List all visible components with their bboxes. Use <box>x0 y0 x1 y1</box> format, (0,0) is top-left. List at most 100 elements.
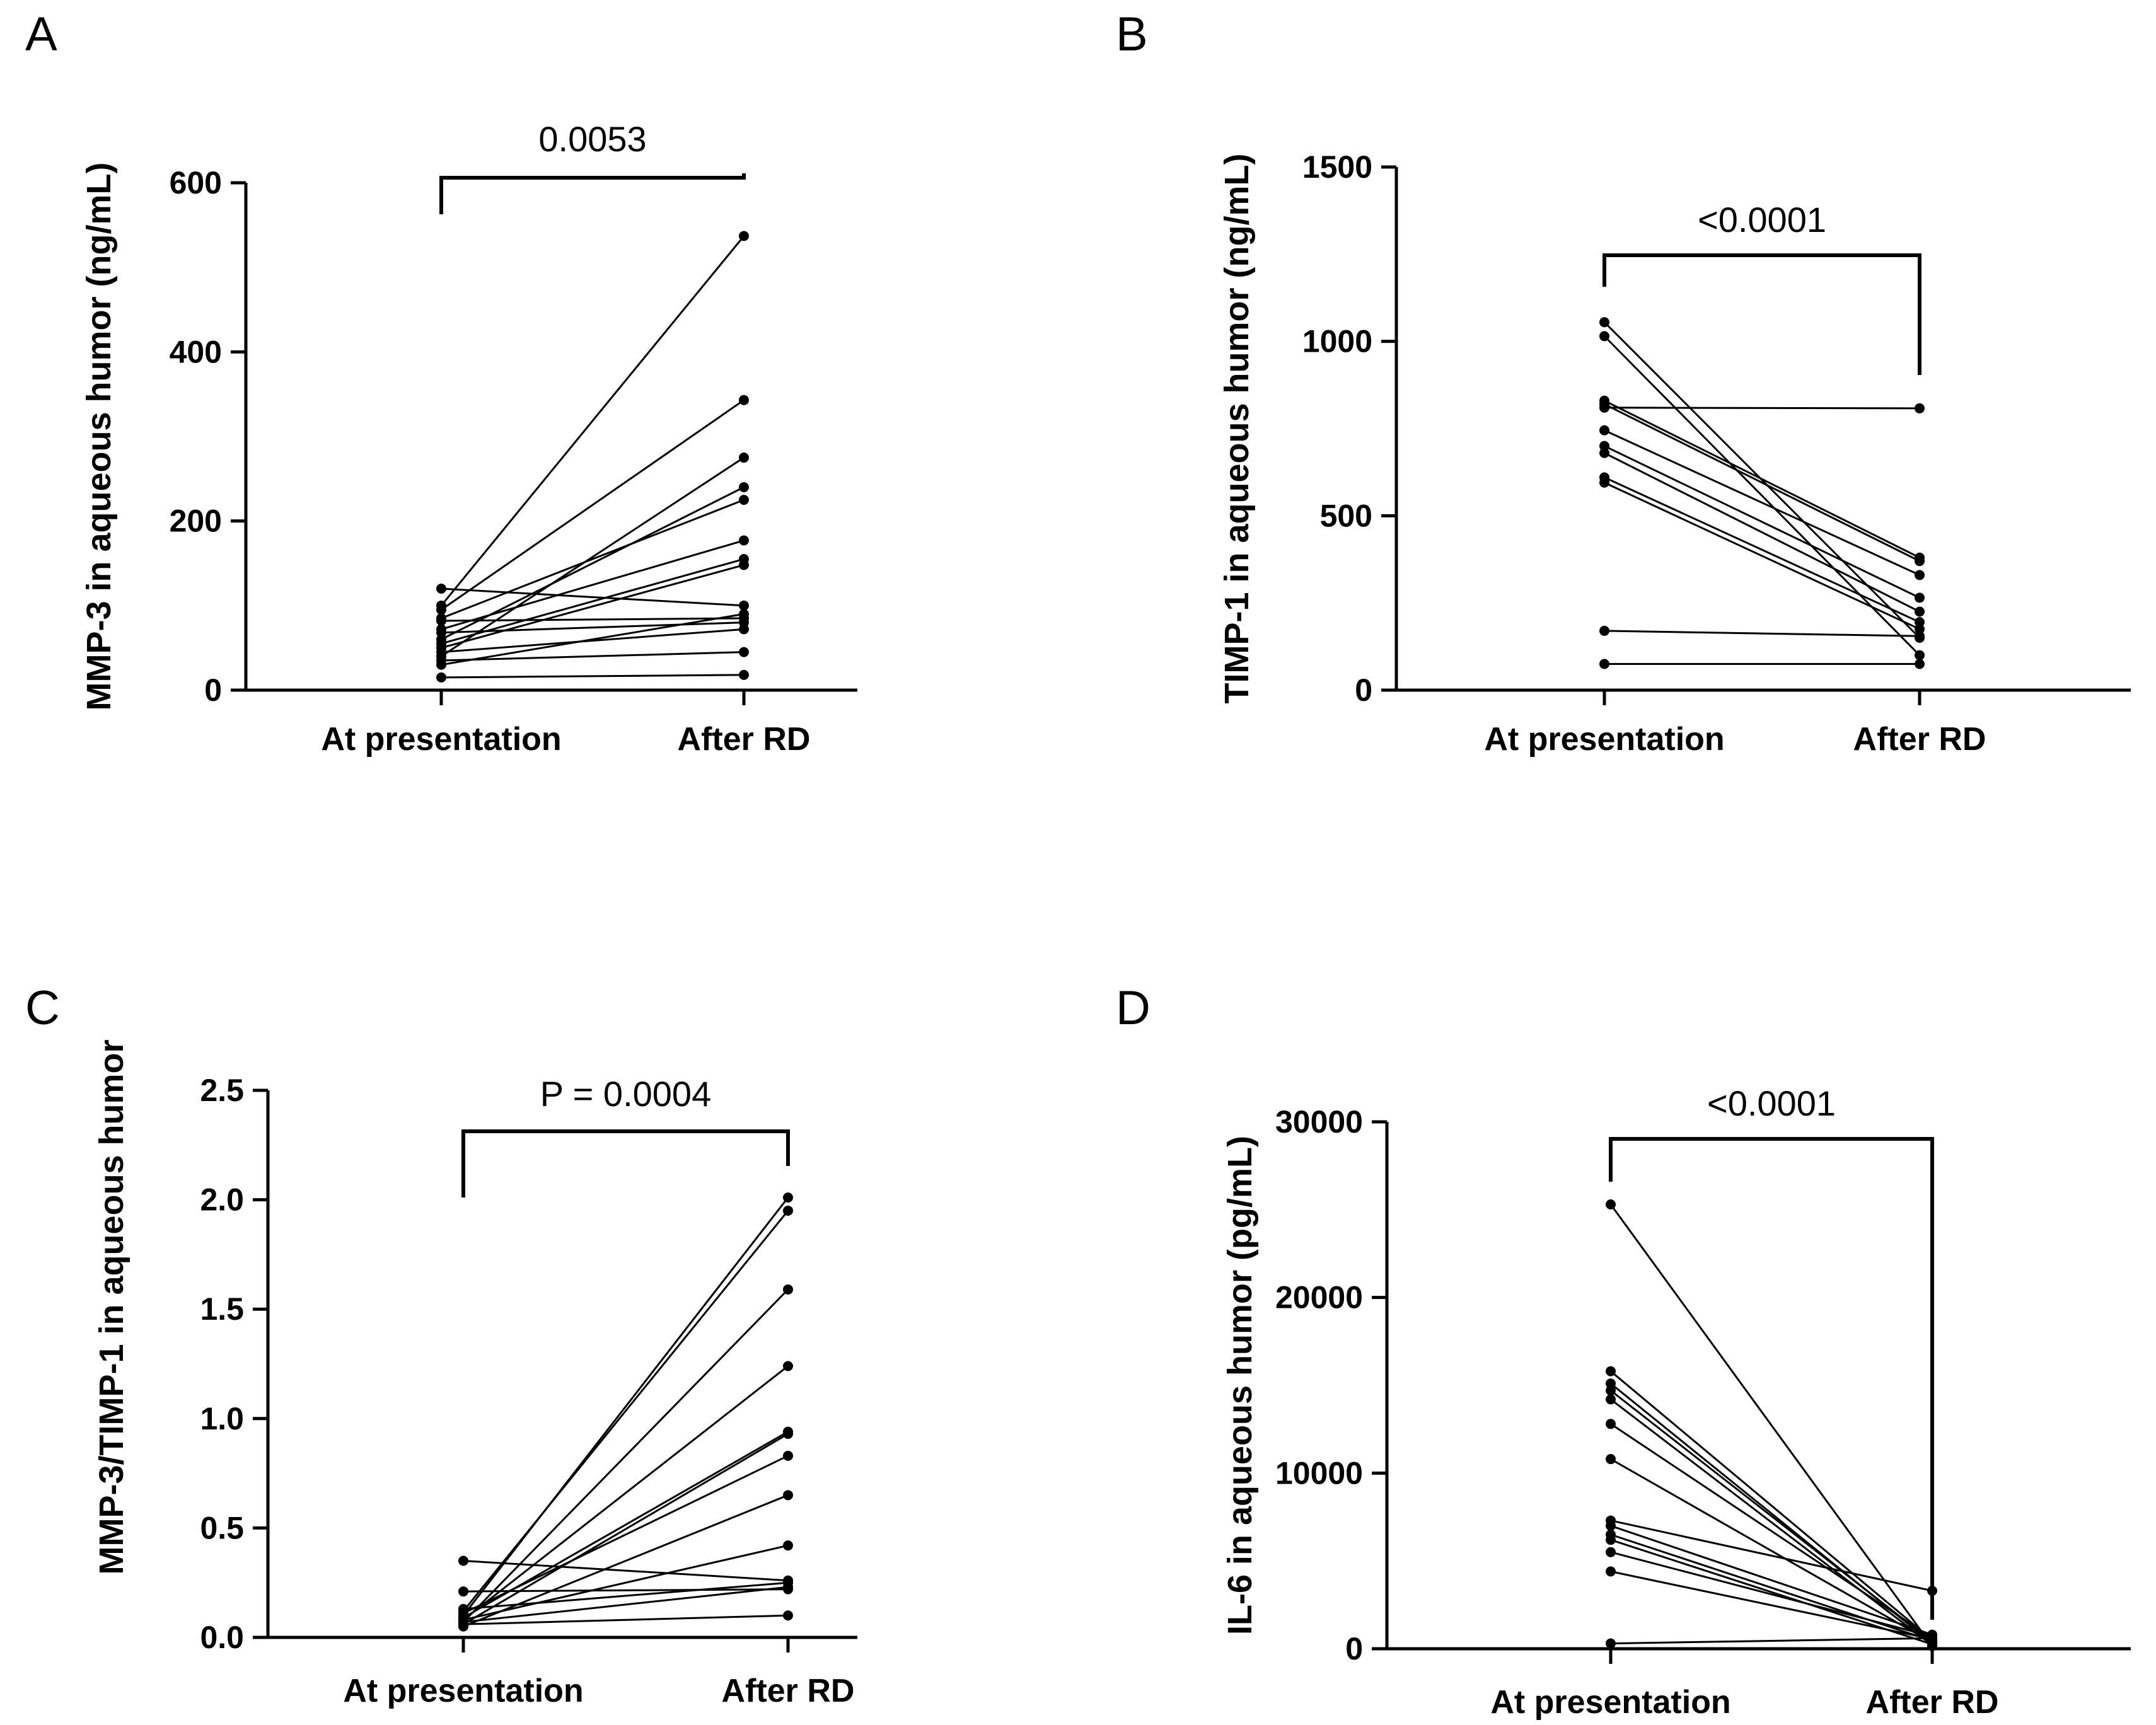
pair-line <box>441 558 745 645</box>
significance-bracket <box>439 173 746 214</box>
data-point-at-presentation <box>1599 447 1609 458</box>
pair-line <box>441 674 745 679</box>
pair-line <box>440 235 745 606</box>
data-point-after-rd <box>1927 1633 1937 1644</box>
y-tick-label: 20000 <box>1275 1280 1363 1315</box>
pair-line <box>1610 1551 1933 1637</box>
x-category-label: At presentation <box>1490 1684 1730 1721</box>
data-point-at-presentation <box>1606 1378 1616 1389</box>
data-point-at-presentation <box>436 584 446 594</box>
pair-line <box>1610 1399 1933 1646</box>
data-point-at-presentation <box>1606 1535 1616 1545</box>
x-category-label: After RD <box>722 1673 855 1709</box>
data-point-after-rd <box>783 1361 793 1371</box>
y-tick-label: 1.0 <box>200 1401 244 1436</box>
data-point-after-rd <box>1915 631 1925 642</box>
y-axis-title: IL-6 in aqueous humor (pg/mL) <box>1221 1136 1259 1635</box>
data-point-at-presentation <box>1599 477 1609 488</box>
data-point-after-rd <box>1915 650 1925 661</box>
pair-line <box>441 651 745 662</box>
data-point-at-presentation <box>1606 1199 1616 1209</box>
p-value-label: <0.0001 <box>1707 1083 1836 1123</box>
pair-line <box>441 456 745 657</box>
pair-line <box>1610 1637 1933 1645</box>
y-tick-label: 600 <box>170 165 222 200</box>
pair-line <box>463 1365 789 1621</box>
p-value-label: <0.0001 <box>1698 200 1826 239</box>
y-axis-title: TIMP-1 in aqueous humor (ng/mL) <box>1218 154 1256 704</box>
panel-b: B 0 500 1000 1500 At presentation After RD TIMP… <box>1116 8 2131 758</box>
panel-letter: D <box>1116 981 1150 1035</box>
y-tick-label: 0 <box>1345 1631 1363 1666</box>
significance-bracket <box>1603 253 1921 375</box>
data-point-after-rd <box>783 1429 793 1439</box>
pair-line <box>441 587 745 607</box>
x-category-label: After RD <box>1866 1684 1999 1721</box>
pair-line <box>463 1544 789 1621</box>
data-point-after-rd <box>739 560 749 570</box>
data-point-at-presentation <box>1599 331 1609 342</box>
data-point-at-presentation <box>1599 659 1609 669</box>
y-axis-title: MMP-3 in aqueous humor (ng/mL) <box>80 163 118 711</box>
y-tick-label: 30000 <box>1275 1104 1363 1139</box>
panel-a: A 0 200 400 600 At presentation After RD MMP-3 … <box>25 8 857 758</box>
pair-line <box>441 399 745 611</box>
data-point-at-presentation <box>1606 1419 1616 1429</box>
pair-line <box>1604 452 1920 613</box>
pair-line <box>1604 400 1920 559</box>
data-point-at-presentation <box>458 1586 468 1597</box>
data-point-after-rd <box>783 1490 793 1501</box>
data-point-after-rd <box>1927 1586 1937 1596</box>
data-point-at-presentation <box>1606 1454 1616 1465</box>
pair-line <box>441 621 745 634</box>
data-point-at-presentation <box>458 1619 468 1630</box>
data-point-at-presentation <box>436 604 446 615</box>
data-point-at-presentation <box>1606 1547 1616 1557</box>
data-point-after-rd <box>783 1205 793 1216</box>
data-point-after-rd <box>739 647 749 657</box>
y-tick-label: 500 <box>1320 498 1372 533</box>
data-point-after-rd <box>1915 592 1925 603</box>
y-tick-label: 1.5 <box>200 1291 244 1327</box>
data-point-at-presentation <box>458 1603 468 1614</box>
p-value-label: 0.0053 <box>538 119 646 159</box>
pair-line <box>1604 476 1920 623</box>
y-tick-label: 2.5 <box>200 1073 244 1108</box>
data-point-at-presentation <box>436 672 446 683</box>
pair-line <box>441 613 745 666</box>
pair-line <box>1604 403 1920 562</box>
data-point-after-rd <box>1915 556 1925 567</box>
data-point-after-rd <box>739 395 749 405</box>
pair-line <box>441 539 745 630</box>
data-point-at-presentation <box>1599 441 1609 451</box>
pair-line <box>1604 445 1920 599</box>
data-point-after-rd <box>783 1610 793 1621</box>
pair-line <box>463 1433 789 1625</box>
panel-letter: A <box>25 8 57 61</box>
data-point-at-presentation <box>1606 1566 1616 1577</box>
data-point-at-presentation <box>1599 425 1609 436</box>
x-category-label: At presentation <box>343 1673 583 1709</box>
data-point-at-presentation <box>458 1555 468 1566</box>
pair-line <box>1604 429 1920 576</box>
y-tick-label: 0 <box>204 672 222 708</box>
data-point-after-rd <box>783 1540 793 1551</box>
pair-line <box>1604 630 1920 637</box>
pair-line <box>1609 1204 1933 1647</box>
pair-line <box>463 1494 789 1628</box>
pair-line <box>463 1586 789 1624</box>
data-point-at-presentation <box>1606 1638 1616 1649</box>
pair-line <box>441 563 745 649</box>
data-point-at-presentation <box>436 615 446 626</box>
pair-line <box>463 1559 789 1582</box>
data-point-at-presentation <box>436 647 446 657</box>
data-point-after-rd <box>783 1584 793 1595</box>
data-point-at-presentation <box>1599 399 1609 410</box>
pair-line <box>1610 1570 1933 1641</box>
data-point-after-rd <box>739 482 749 492</box>
panel-c: C 0.0 0.5 1.0 1.5 2.0 2.5 At presentation After … <box>25 981 857 1709</box>
data-point-at-presentation <box>436 627 446 638</box>
data-point-after-rd <box>783 1450 793 1461</box>
pair-line <box>1603 335 1921 656</box>
y-axis-title: MMP-3/TIMP-1 in aqueous humor <box>93 1039 130 1574</box>
